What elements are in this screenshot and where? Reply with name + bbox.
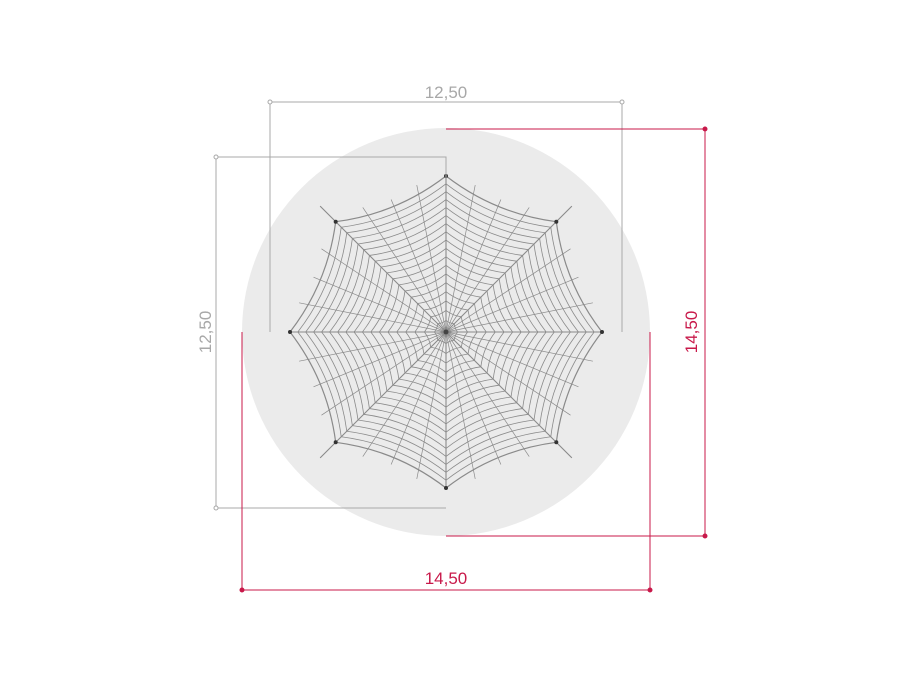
web-radial	[445, 331, 530, 457]
net-depth-label: 12,50	[196, 311, 215, 354]
web-radial	[390, 331, 447, 465]
web-radial	[321, 248, 447, 333]
anchor-point	[444, 486, 448, 490]
anchor-point	[554, 440, 559, 445]
web-radial	[445, 331, 573, 459]
area-width-label: 14,50	[425, 569, 468, 588]
web-radial	[299, 302, 447, 333]
web-radial	[313, 331, 447, 388]
web-radial	[445, 331, 593, 362]
web-radial	[445, 276, 579, 333]
area-depth-label: 14,50	[682, 311, 701, 354]
web-radial	[416, 331, 447, 479]
net-depth-dimension	[213, 154, 447, 511]
center-ring	[443, 329, 449, 335]
web-radial	[362, 207, 447, 333]
web-radial	[445, 248, 571, 333]
web-radial	[445, 331, 502, 465]
web-radial	[321, 331, 447, 416]
web-radial	[445, 207, 530, 333]
web-radial	[445, 302, 593, 333]
web-radial	[445, 331, 476, 479]
anchor-point	[554, 219, 559, 224]
anchor-point	[333, 219, 338, 224]
web-radial	[416, 185, 447, 333]
web-radial	[319, 205, 447, 333]
web-radial	[445, 331, 579, 388]
web-radial	[390, 199, 447, 333]
anchor-point	[600, 330, 604, 334]
spider-web-net	[288, 174, 604, 490]
anchor-point	[333, 440, 338, 445]
anchor-point	[288, 330, 292, 334]
web-radial	[445, 185, 476, 333]
web-radial	[313, 276, 447, 333]
web-radial	[319, 331, 447, 459]
net-width-dimension	[267, 99, 625, 332]
web-radial	[299, 331, 447, 362]
area-width-dimension	[239, 332, 653, 593]
web-radial	[445, 199, 502, 333]
web-radial	[445, 205, 573, 333]
net-width-label: 12,50	[425, 83, 468, 102]
web-radial	[445, 331, 571, 416]
web-radial	[362, 331, 447, 457]
area-depth-dimension	[446, 126, 708, 539]
